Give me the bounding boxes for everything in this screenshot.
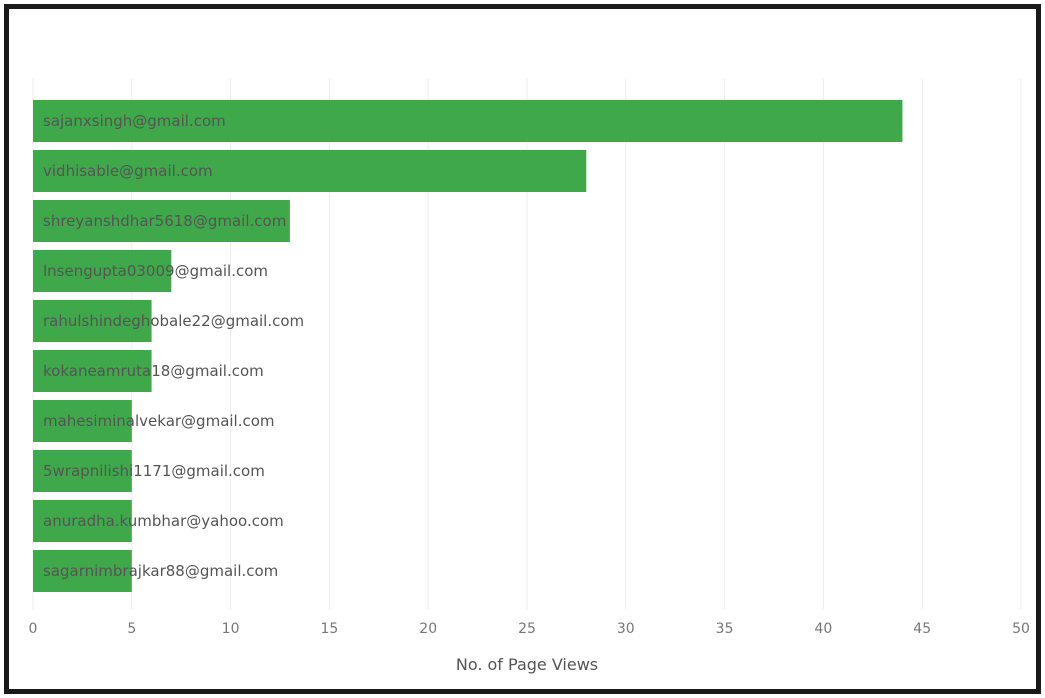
x-tick-label: 45 bbox=[913, 621, 931, 637]
x-tick-label: 50 bbox=[1012, 621, 1030, 637]
bar bbox=[33, 100, 903, 142]
bar-label: vidhisable@gmail.com bbox=[43, 162, 213, 180]
bar-label: lnsengupta03009@gmail.com bbox=[43, 262, 268, 280]
bar bbox=[33, 400, 132, 442]
bar bbox=[33, 200, 290, 242]
x-axis-title: No. of Page Views bbox=[456, 655, 598, 674]
bar-label: kokaneamruta18@gmail.com bbox=[43, 362, 264, 380]
bar-label: mahesiminalvekar@gmail.com bbox=[43, 412, 275, 430]
chart-frame: sajanxsingh@gmail.com vidhisable@gmail.co… bbox=[4, 4, 1041, 694]
bar-label: anuradha.kumbhar@yahoo.com bbox=[43, 512, 284, 530]
x-tick-label: 0 bbox=[29, 621, 38, 637]
x-axis-ticks: 0 5 10 15 20 25 30 35 40 45 50 bbox=[29, 621, 1030, 637]
x-tick-label: 40 bbox=[814, 621, 832, 637]
bar bbox=[33, 150, 587, 192]
bar-label: 5wrapnilishi1171@gmail.com bbox=[43, 462, 265, 480]
bar-label: shreyanshdhar5618@gmail.com bbox=[43, 212, 286, 230]
bar-labels: sajanxsingh@gmail.com vidhisable@gmail.co… bbox=[43, 112, 304, 580]
bar-label: rahulshindeghobale22@gmail.com bbox=[43, 312, 304, 330]
x-tick-label: 10 bbox=[222, 621, 240, 637]
x-tick-label: 5 bbox=[127, 621, 136, 637]
bar bbox=[33, 250, 172, 292]
x-tick-label: 15 bbox=[320, 621, 338, 637]
x-tick-label: 35 bbox=[716, 621, 734, 637]
bar bbox=[33, 550, 132, 592]
bar bbox=[33, 300, 152, 342]
bar bbox=[33, 450, 132, 492]
bar-label: sajanxsingh@gmail.com bbox=[43, 112, 226, 130]
x-tick-label: 30 bbox=[617, 621, 635, 637]
bars bbox=[33, 100, 903, 592]
bar-chart: sajanxsingh@gmail.com vidhisable@gmail.co… bbox=[29, 79, 1030, 674]
bar bbox=[33, 350, 152, 392]
x-tick-label: 25 bbox=[518, 621, 536, 637]
bar bbox=[33, 500, 132, 542]
bar-label: sagarnimbrajkar88@gmail.com bbox=[43, 562, 278, 580]
x-tick-label: 20 bbox=[419, 621, 437, 637]
